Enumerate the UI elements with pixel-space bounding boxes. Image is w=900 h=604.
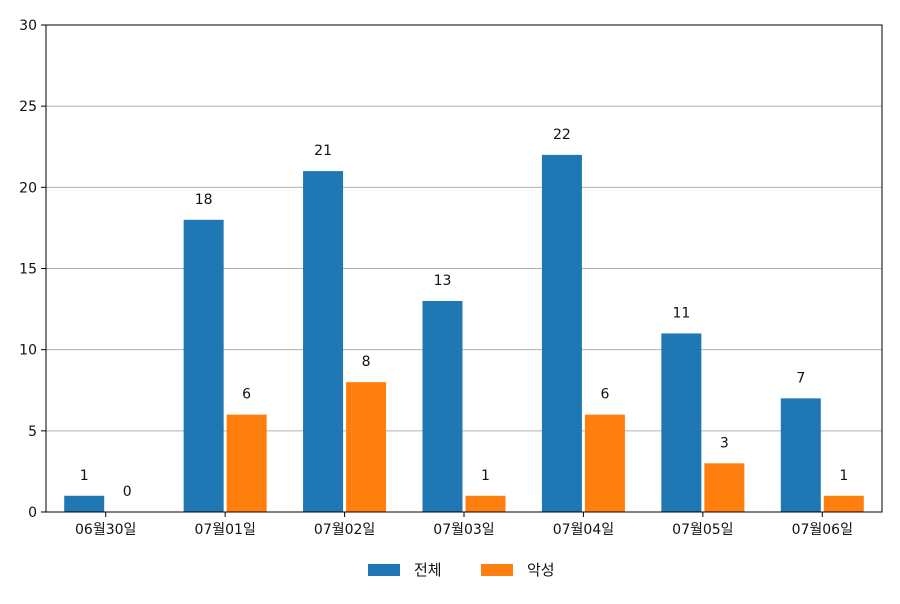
x-tick-label: 07월03일	[433, 522, 494, 538]
y-axis-ticks: 0 5 10 15 20 25 30	[19, 18, 46, 521]
y-tick-label: 10	[19, 343, 37, 359]
legend-label: 전체	[414, 561, 442, 579]
bar-malicious	[226, 414, 267, 512]
x-tick-label: 07월06일	[792, 522, 853, 538]
data-label: 1	[839, 468, 848, 484]
bar-malicious	[823, 495, 864, 512]
y-tick-label: 0	[28, 505, 37, 521]
data-label: 1	[80, 468, 89, 484]
data-label: 3	[720, 435, 729, 451]
data-label: 18	[195, 192, 213, 208]
data-label: 6	[600, 387, 609, 403]
bar-total	[661, 333, 702, 512]
bar-total	[780, 398, 821, 512]
x-tick-label: 07월04일	[553, 522, 614, 538]
bar-malicious	[584, 414, 625, 512]
bar-total	[183, 219, 224, 513]
bar-malicious	[704, 463, 745, 512]
bars	[64, 154, 864, 513]
data-label: 21	[314, 143, 332, 159]
x-tick-label: 07월05일	[672, 522, 733, 538]
y-tick-label: 20	[19, 180, 37, 196]
legend-swatch	[368, 564, 400, 576]
x-tick-label: 07월01일	[194, 522, 255, 538]
bar-malicious	[465, 495, 506, 512]
data-label: 8	[362, 354, 371, 370]
data-label: 7	[796, 370, 805, 386]
bar-total	[541, 154, 582, 512]
y-tick-label: 30	[19, 18, 37, 34]
x-tick-label: 06월30일	[75, 522, 136, 538]
data-label: 1	[481, 468, 490, 484]
data-label: 11	[672, 305, 690, 321]
bar-total	[64, 495, 105, 512]
y-tick-label: 5	[28, 424, 37, 440]
bar-malicious	[346, 382, 387, 512]
legend-swatch	[481, 564, 513, 576]
y-tick-label: 25	[19, 99, 37, 115]
x-tick-label: 07월02일	[314, 522, 375, 538]
data-label: 6	[242, 387, 251, 403]
x-axis-ticks: 06월30일 07월01일 07월02일 07월03일 07월04일 07월05일 07월0…	[75, 512, 853, 538]
legend: 전체 악성	[368, 561, 555, 579]
bar-total	[303, 171, 344, 512]
data-label: 13	[434, 273, 452, 289]
gridlines	[46, 105, 882, 432]
y-tick-label: 15	[19, 262, 37, 278]
bar-total	[422, 300, 463, 512]
data-labels: 1 0 18 6 21 8 13 1 22 6 11 3 7 1	[80, 127, 848, 500]
data-label: 0	[123, 484, 132, 500]
data-label: 22	[553, 127, 571, 143]
legend-label: 악성	[527, 561, 555, 579]
